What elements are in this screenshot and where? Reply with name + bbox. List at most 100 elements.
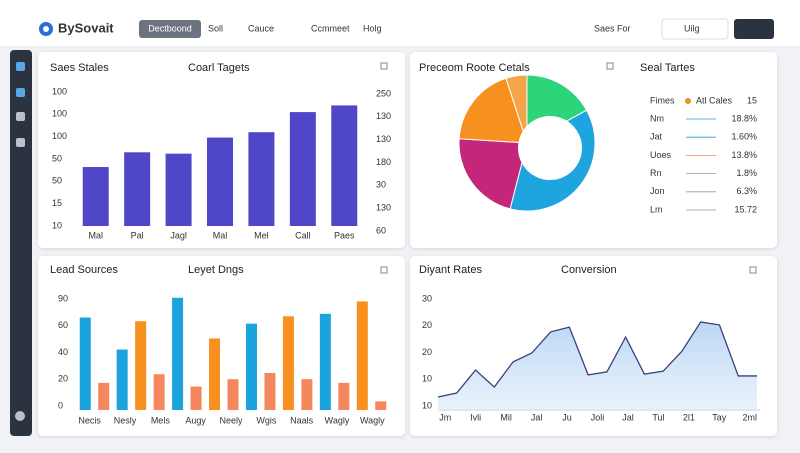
x-tick-label: Mal <box>213 230 228 240</box>
table-title: Seal Tartes <box>640 62 695 74</box>
bar <box>264 373 276 410</box>
legend-dot <box>685 98 691 104</box>
panel-subtitle: Coarl Tagets <box>188 62 250 74</box>
x-tick-label: Jal <box>531 412 543 422</box>
y-tick-label: 130 <box>376 111 391 121</box>
y-tick-label: 180 <box>376 157 391 167</box>
y-tick-label: 10 <box>422 400 432 410</box>
x-tick-label: Mel <box>254 230 269 240</box>
bar <box>245 323 257 410</box>
side-icon[interactable] <box>16 62 25 71</box>
x-tick-label: Jal <box>622 412 634 422</box>
y-tick-label: 130 <box>376 134 391 144</box>
settings-icon[interactable] <box>15 411 25 421</box>
x-tick-label: Tay <box>712 412 727 422</box>
x-tick-label: Necis <box>78 415 101 425</box>
bar <box>165 153 192 226</box>
search[interactable]: Saes For <box>594 23 631 33</box>
bar <box>116 349 128 410</box>
x-tick-label: Paes <box>334 230 355 240</box>
nav-item[interactable]: Dectboond <box>148 23 192 33</box>
bar <box>153 374 165 410</box>
y-tick-label: 50 <box>52 176 62 186</box>
pie-hole <box>518 116 582 180</box>
x-tick-label: Jm <box>439 412 451 422</box>
table-header: 15 <box>747 95 757 105</box>
x-tick-label: Call <box>295 230 311 240</box>
bar <box>319 313 331 410</box>
bar <box>82 167 109 226</box>
panel-icon[interactable] <box>380 266 388 274</box>
y-tick-label: 90 <box>58 293 68 303</box>
x-tick-label: Tul <box>652 412 664 422</box>
panel-title: Preceom Roote Cetals <box>419 62 530 74</box>
panel-subtitle: Conversion <box>561 264 617 276</box>
nav-item[interactable]: Cauce <box>248 23 274 33</box>
logo: BySovait <box>58 20 114 35</box>
bar <box>375 401 387 410</box>
table-cell: 15.72 <box>734 204 757 214</box>
x-tick-label: Ju <box>562 412 572 422</box>
bar <box>98 382 110 410</box>
y-tick-label: 10 <box>422 374 432 384</box>
y-tick-label: 100 <box>52 86 67 96</box>
bar <box>338 382 350 410</box>
panel-icon[interactable] <box>380 62 388 70</box>
table-cell: 6.3% <box>736 186 757 196</box>
x-tick-label: 2ml <box>743 412 758 422</box>
table-cell: 1.60% <box>731 132 757 142</box>
table-cell: 18.8% <box>731 113 757 123</box>
y-tick-label: 100 <box>52 109 67 119</box>
nav-item[interactable]: Ccmmeet <box>311 23 350 33</box>
table-cell: Jat <box>650 132 663 142</box>
user[interactable]: Uilg <box>684 23 700 33</box>
side-icon[interactable] <box>16 88 25 97</box>
x-tick-label: Wagly <box>325 415 350 425</box>
y-tick-label: 0 <box>58 400 63 410</box>
y-tick-label: 10 <box>52 220 62 230</box>
x-tick-label: Joli <box>591 412 605 422</box>
x-tick-label: Nesly <box>114 415 137 425</box>
table-cell: Jon <box>650 186 665 196</box>
x-tick-label: Wgis <box>256 415 276 425</box>
nav-item[interactable]: Holg <box>363 23 382 33</box>
panel-title: Saes Stales <box>50 62 109 74</box>
panel-icon[interactable] <box>606 62 614 70</box>
nav-active[interactable] <box>139 20 201 38</box>
bar <box>248 132 275 226</box>
x-tick-label: Mil <box>500 412 512 422</box>
table-header: Atl Cales <box>696 95 733 105</box>
side-icon[interactable] <box>16 138 25 147</box>
side-icon[interactable] <box>16 112 25 121</box>
nav-item[interactable]: Soll <box>208 23 223 33</box>
y-tick-label: 50 <box>52 153 62 163</box>
bar <box>190 386 202 410</box>
panel-title: Lead Sources <box>50 264 118 276</box>
panel-icon[interactable] <box>749 266 757 274</box>
y-tick-label: 20 <box>422 320 432 330</box>
y-tick-label: 20 <box>422 347 432 357</box>
x-tick-label: Mels <box>151 415 171 425</box>
table-cell: 13.8% <box>731 150 757 160</box>
table-cell: 1.8% <box>736 168 757 178</box>
bar <box>172 297 184 410</box>
user-box[interactable] <box>661 18 729 40</box>
table-cell: Rn <box>650 168 662 178</box>
y-tick-label: 130 <box>376 203 391 213</box>
y-tick-label: 60 <box>58 320 68 330</box>
panel-title: Diyant Rates <box>419 264 482 276</box>
logo-icon-inner <box>43 26 49 32</box>
y-tick-label: 250 <box>376 88 391 98</box>
sidebar <box>10 50 32 436</box>
table-cell: Nm <box>650 113 664 123</box>
bar <box>209 338 221 410</box>
bar <box>135 321 147 410</box>
area <box>438 321 757 410</box>
y-tick-label: 15 <box>52 198 62 208</box>
menu-button[interactable] <box>734 19 774 39</box>
y-tick-label: 100 <box>52 131 67 141</box>
table-cell: Uoes <box>650 150 672 160</box>
x-tick-label: Augy <box>185 415 206 425</box>
table-header: Fimes <box>650 95 675 105</box>
